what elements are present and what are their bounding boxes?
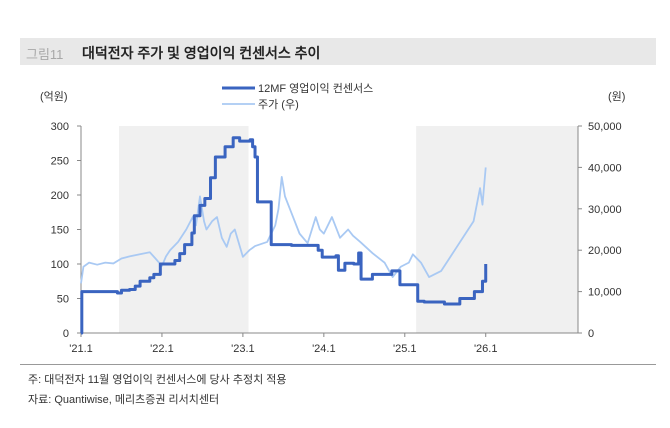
left-tick-label: 100: [51, 259, 69, 271]
footnote: 주: 대덕전자 11월 영업이익 컨센서스에 당사 추정치 적용: [28, 374, 287, 386]
x-tick-label: '22.1: [150, 343, 174, 355]
x-tick-label: '25.1: [393, 343, 417, 355]
figure-title-bar: 그림11 대덕전자 주가 및 영업이익 컨센서스 추이: [20, 38, 656, 65]
left-tick-label: 200: [51, 190, 69, 202]
chart-plot: 0 50 100 150 200 250 300 0 10,000 20,000 30,000 40,…: [40, 82, 625, 355]
right-tick-label: 30,000: [588, 204, 622, 216]
left-tick-label: 300: [51, 121, 69, 133]
right-tick-label: 10,000: [588, 287, 622, 299]
left-axis-unit: (억원): [40, 90, 68, 103]
x-tick-label: '23.1: [231, 343, 255, 355]
right-tick-label: 50,000: [588, 121, 622, 133]
legend-label-price: 주가 (우): [258, 98, 299, 111]
figure-number: 그림11: [26, 47, 64, 62]
left-tick-label: 250: [51, 156, 69, 168]
legend-label-consensus: 12MF 영업이익 컨센서스: [258, 82, 373, 95]
x-tick-label: '24.1: [312, 343, 336, 355]
right-tick-label: 20,000: [588, 245, 622, 257]
left-tick-label: 50: [57, 294, 69, 306]
shaded-period: [416, 126, 578, 333]
shaded-period: [119, 126, 249, 333]
consensus-line: [80, 136, 488, 335]
left-tick-label: 150: [51, 225, 69, 237]
figure-title: 대덕전자 주가 및 영업이익 컨센서스 추이: [82, 45, 321, 61]
right-tick-label: 0: [588, 328, 594, 340]
right-tick-label: 40,000: [588, 162, 622, 174]
x-tick-label: '21.1: [69, 343, 93, 355]
left-tick-label: 0: [63, 328, 69, 340]
footer-divider: [20, 364, 656, 365]
source-note: 자료: Quantiwise, 메리츠증권 리서치센터: [28, 394, 220, 406]
right-axis-unit: (원): [608, 90, 625, 103]
x-tick-label: '26.1: [474, 343, 498, 355]
